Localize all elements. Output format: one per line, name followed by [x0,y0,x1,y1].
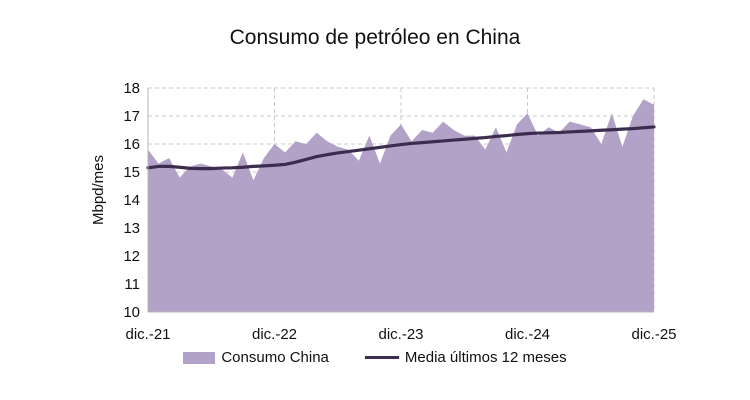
y-tick-label-15: 15 [123,164,140,181]
y-tick-label-18: 18 [123,80,140,97]
legend-item-consumo: Consumo China [183,349,329,366]
legend-item-media: Media últimos 12 meses [364,349,567,366]
legend-swatch-line [364,356,399,359]
x-tick-label-4: dic.-25 [631,326,676,343]
legend: Consumo China Media últimos 12 meses [0,349,750,366]
x-tick-label-2: dic.-23 [378,326,423,343]
y-tick-label-17: 17 [123,108,140,125]
y-tick-label-10: 10 [123,304,140,321]
y-tick-label-11: 11 [124,276,140,293]
x-tick-label-1: dic.-22 [252,326,297,343]
plot-area [146,99,656,312]
y-tick-label-16: 16 [123,136,140,153]
x-tick-label-0: dic.-21 [125,326,170,343]
series-area-consumo-china [148,99,654,312]
axes: 10 11 12 13 14 15 16 17 18 dic.-21 dic.-22 dic.-23 d… [123,80,676,343]
y-axis-label: Mbpd/mes [90,155,107,225]
legend-swatch-area [183,351,216,364]
y-tick-label-12: 12 [123,248,140,265]
x-tick-label-3: dic.-24 [505,326,550,343]
legend-label-media: Media últimos 12 meses [404,349,567,366]
chart-title: Consumo de petróleo en China [229,26,521,49]
legend-label-consumo: Consumo China [221,349,329,366]
series-line-media-12-meses [146,125,656,171]
y-tick-label-13: 13 [123,220,140,237]
y-tick-label-14: 14 [123,192,140,209]
